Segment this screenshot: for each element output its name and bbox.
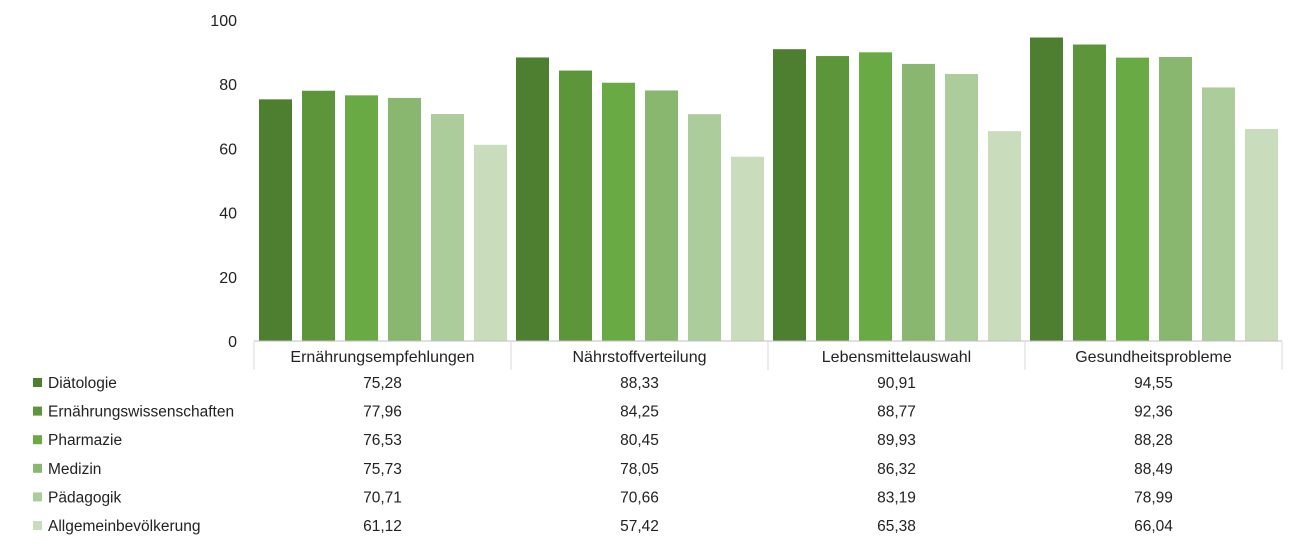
bar bbox=[1159, 56, 1192, 341]
bar bbox=[431, 114, 464, 341]
category-label: Lebensmittelauswahl bbox=[822, 349, 971, 366]
data-table-grid bbox=[253, 341, 1283, 370]
legend-swatch bbox=[33, 463, 42, 473]
bar bbox=[902, 63, 935, 341]
data-table-cell: 70,71 bbox=[363, 489, 402, 506]
bar bbox=[1245, 129, 1278, 341]
data-table-cell: 61,12 bbox=[363, 518, 402, 535]
data-table-cell: 77,96 bbox=[363, 404, 402, 421]
data-table-cell: 80,45 bbox=[620, 432, 659, 449]
bar bbox=[259, 99, 292, 341]
bar bbox=[859, 52, 892, 341]
bar bbox=[559, 70, 592, 342]
data-table-cell: 57,42 bbox=[620, 518, 659, 535]
data-table-cell: 75,73 bbox=[363, 461, 402, 478]
y-tick-label: 0 bbox=[228, 334, 237, 351]
data-table-cell: 88,77 bbox=[877, 404, 916, 421]
y-axis: 0 20 40 60 80 100 bbox=[210, 13, 237, 351]
bar bbox=[645, 90, 678, 341]
y-tick-label: 100 bbox=[210, 13, 237, 30]
category-label: Ernährungsempfehlungen bbox=[290, 349, 474, 366]
bar bbox=[345, 95, 378, 341]
legend-swatch bbox=[33, 435, 42, 445]
data-table-cell: 66,04 bbox=[1134, 518, 1173, 535]
legend-label: Medizin bbox=[48, 461, 101, 478]
bar bbox=[602, 82, 635, 342]
data-table-cell: 88,49 bbox=[1134, 461, 1173, 478]
data-table-cell: 92,36 bbox=[1134, 404, 1173, 421]
data-table-cell: 78,99 bbox=[1134, 489, 1173, 506]
category-label: Nährstoffverteilung bbox=[573, 349, 707, 366]
bar bbox=[731, 156, 764, 341]
legend-swatch bbox=[33, 378, 42, 387]
data-table-cell: 65,38 bbox=[877, 518, 916, 535]
legend-swatch bbox=[33, 406, 42, 416]
data-table-cell: 75,28 bbox=[363, 375, 402, 392]
data-table-cell: 90,91 bbox=[877, 375, 916, 392]
data-table-cell: 89,93 bbox=[877, 432, 916, 449]
bar bbox=[816, 56, 849, 341]
bar bbox=[474, 144, 507, 341]
legend-swatch bbox=[33, 521, 42, 530]
bar bbox=[1202, 87, 1235, 341]
y-tick-label: 20 bbox=[219, 270, 237, 287]
data-table-cell: 78,05 bbox=[620, 461, 659, 478]
data-table-cell: 84,25 bbox=[620, 404, 659, 421]
bar bbox=[688, 114, 721, 341]
bar bbox=[388, 97, 421, 341]
bar bbox=[988, 131, 1021, 341]
data-table-cell: 83,19 bbox=[877, 489, 916, 506]
legend-label: Allgemeinbevölkerung bbox=[48, 518, 201, 535]
category-label: Gesundheitsprobleme bbox=[1075, 349, 1232, 366]
bar bbox=[773, 49, 806, 342]
legend: Diätologie Ernährungswissenschaften Pharma… bbox=[33, 375, 234, 535]
legend-label: Pharmazie bbox=[48, 432, 122, 449]
bar bbox=[302, 90, 335, 341]
data-table-cell: 86,32 bbox=[877, 461, 916, 478]
data-table-cell: 70,66 bbox=[620, 489, 659, 506]
bar bbox=[945, 73, 978, 342]
legend-label: Diätologie bbox=[48, 375, 117, 392]
y-tick-label: 60 bbox=[219, 141, 237, 158]
legend-label: Ernährungswissenschaften bbox=[48, 404, 234, 421]
category-labels: Ernährungsempfehlungen Nährstoffverteilun… bbox=[290, 349, 1231, 366]
legend-swatch bbox=[33, 492, 42, 502]
data-table-cell: 94,55 bbox=[1134, 375, 1173, 392]
bar bbox=[516, 57, 549, 342]
legend-label: Pädagogik bbox=[48, 489, 122, 506]
data-table-cell: 88,33 bbox=[620, 375, 659, 392]
bar bbox=[1116, 57, 1149, 341]
data-table-cell: 76,53 bbox=[363, 432, 402, 449]
data-table-values: 75,28 88,33 90,91 94,55 77,96 84,25 88,77 92,36… bbox=[363, 375, 1173, 535]
bar bbox=[1073, 44, 1106, 341]
data-table-cell: 88,28 bbox=[1134, 432, 1173, 449]
bar bbox=[1030, 37, 1063, 341]
bars bbox=[259, 37, 1278, 342]
y-tick-label: 40 bbox=[219, 206, 237, 223]
y-tick-label: 80 bbox=[219, 77, 237, 94]
